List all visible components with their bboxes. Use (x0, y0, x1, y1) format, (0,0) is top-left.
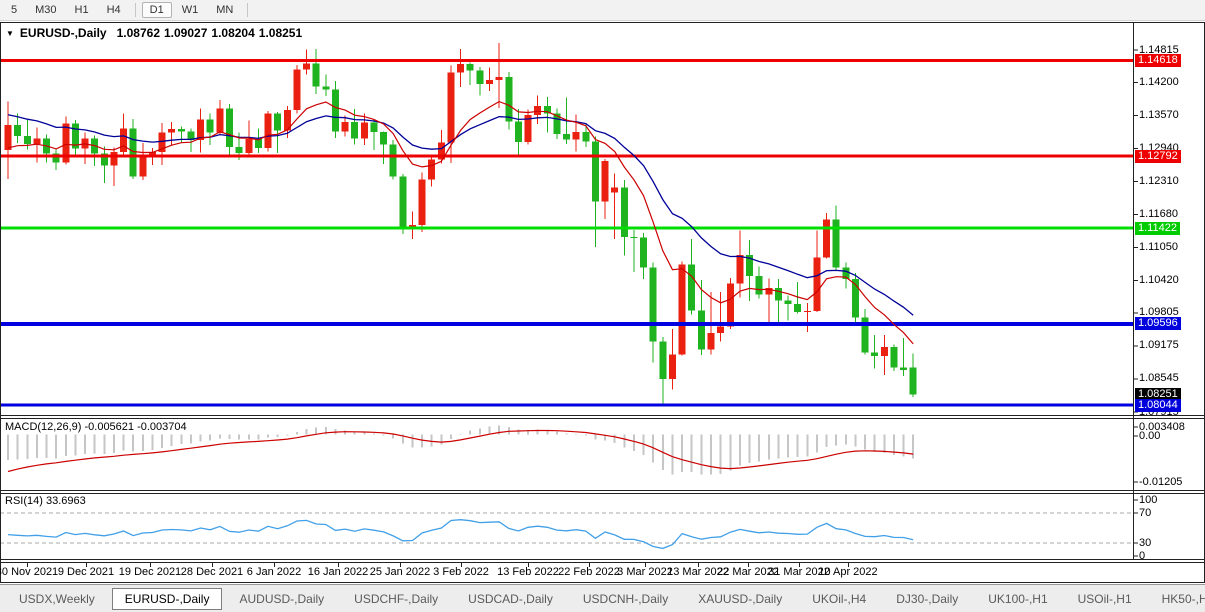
chart-tab-usoil-h1[interactable]: USOil-,H1 (1077, 591, 1132, 606)
toolbar-separator (247, 3, 249, 17)
chart-tab-usdchf-daily[interactable]: USDCHF-,Daily (354, 591, 439, 606)
timeframe-button-mn[interactable]: MN (216, 4, 234, 16)
timeframe-button-h1[interactable]: H1 (74, 4, 89, 16)
timeframe-toolbar: 5 M30 H1 H4 D1 W1 MN (0, 0, 1205, 21)
chart-tab-audusd-daily[interactable]: AUDUSD-,Daily (239, 591, 325, 606)
chart-tab-eurusd-daily[interactable]: EURUSD-,Daily (111, 587, 223, 610)
chart-tab-bar: USDX,Weekly EURUSD-,Daily AUDUSD-,Daily USD… (0, 584, 1205, 612)
chart-tab-ukoil-h4[interactable]: UKOil-,H4 (812, 591, 867, 606)
timeframe-button-d1[interactable]: D1 (141, 2, 172, 18)
chart-tab-dj30-daily[interactable]: DJ30-,Daily (896, 591, 959, 606)
timeframe-button-5[interactable]: 5 (11, 4, 18, 16)
chart-window (0, 22, 1205, 583)
toolbar-separator (134, 3, 136, 17)
chart-tab-xauusd-daily[interactable]: XAUUSD-,Daily (698, 591, 783, 606)
chart-tab-usdcad-daily[interactable]: USDCAD-,Daily (468, 591, 553, 606)
chart-tab-usdx-weekly[interactable]: USDX,Weekly (19, 591, 95, 606)
chart-tab-usdcnh-daily[interactable]: USDCNH-,Daily (582, 591, 669, 606)
chart-tab-hk50-h1[interactable]: HK50-,H1 (1161, 591, 1205, 606)
timeframe-button-m30[interactable]: M30 (35, 4, 57, 16)
timeframe-button-w1[interactable]: W1 (181, 4, 199, 16)
chart-tab-uk100-h1[interactable]: UK100-,H1 (988, 591, 1048, 606)
timeframe-button-h4[interactable]: H4 (106, 4, 121, 16)
